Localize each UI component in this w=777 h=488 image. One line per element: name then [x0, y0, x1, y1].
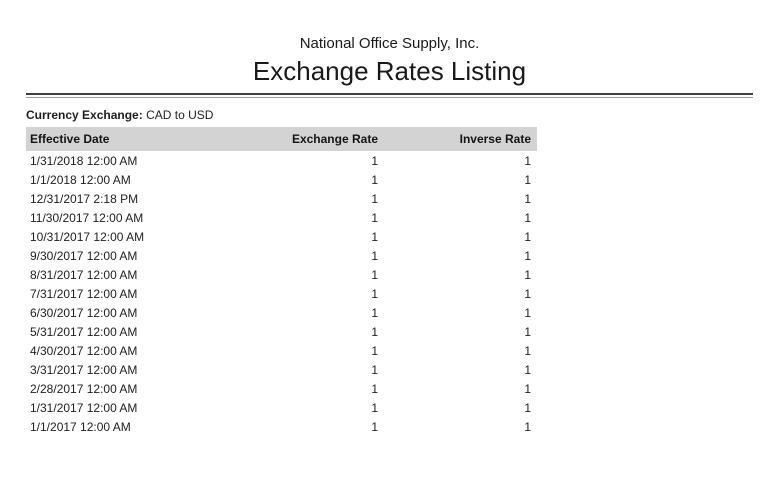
cell-exchange_rate: 1 — [371, 268, 378, 282]
table-body: 1/31/2018 12:00 AM 1 1 1/1/2018 12:00 AM 1 1 1… — [26, 151, 537, 436]
table-row: 1/31/2017 12:00 AM 1 1 — [26, 398, 537, 417]
cell-inverse_rate: 1 — [524, 211, 531, 225]
cell-effective_date: 1/31/2017 12:00 AM — [30, 401, 138, 415]
cell-inverse_rate: 1 — [524, 173, 531, 187]
cell-inverse_rate: 1 — [524, 230, 531, 244]
table-row: 12/31/2017 2:18 PM 1 1 — [26, 189, 537, 208]
cell-effective_date: 4/30/2017 12:00 AM — [30, 344, 138, 358]
cell-effective_date: 11/30/2017 12:00 AM — [30, 211, 144, 225]
cell-exchange_rate: 1 — [371, 192, 378, 206]
cell-inverse_rate: 1 — [524, 325, 531, 339]
table-row: 2/28/2017 12:00 AM 1 1 — [26, 379, 537, 398]
company-name: National Office Supply, Inc. — [299, 35, 480, 52]
cell-inverse_rate: 1 — [524, 192, 531, 206]
cell-inverse_rate: 1 — [524, 268, 531, 282]
column-header-exchange-rate: Exchange Rate — [258, 127, 384, 151]
cell-exchange_rate: 1 — [371, 306, 378, 320]
table-row: 6/30/2017 12:00 AM 1 1 — [26, 303, 537, 322]
cell-effective_date: 7/31/2017 12:00 AM — [30, 287, 138, 301]
cell-exchange_rate: 1 — [371, 249, 378, 263]
cell-inverse_rate: 1 — [524, 306, 531, 320]
table-row: 10/31/2017 12:00 AM 1 1 — [26, 227, 537, 246]
cell-effective_date: 2/28/2017 12:00 AM — [30, 382, 138, 396]
cell-exchange_rate: 1 — [371, 211, 378, 225]
cell-exchange_rate: 1 — [371, 325, 378, 339]
table-row: 1/1/2017 12:00 AM 1 1 — [26, 417, 537, 436]
cell-exchange_rate: 1 — [371, 344, 378, 358]
header-separator-rule — [26, 93, 753, 98]
table-row: 3/31/2017 12:00 AM 1 1 — [26, 360, 537, 379]
cell-effective_date: 1/31/2018 12:00 AM — [30, 154, 138, 168]
cell-effective_date: 10/31/2017 12:00 AM — [30, 230, 145, 244]
column-header-effective-date: Effective Date — [26, 127, 258, 151]
table-row: 7/31/2017 12:00 AM 1 1 — [26, 284, 537, 303]
cell-exchange_rate: 1 — [371, 230, 378, 244]
table-row: 8/31/2017 12:00 AM 1 1 — [26, 265, 537, 284]
table-row: 9/30/2017 12:00 AM 1 1 — [26, 246, 537, 265]
cell-effective_date: 3/31/2017 12:00 AM — [30, 363, 138, 377]
column-header-inverse-rate: Inverse Rate — [384, 127, 537, 151]
cell-effective_date: 8/31/2017 12:00 AM — [30, 268, 138, 282]
cell-inverse_rate: 1 — [524, 363, 531, 377]
cell-exchange_rate: 1 — [371, 420, 378, 434]
cell-inverse_rate: 1 — [524, 420, 531, 434]
table-row: 5/31/2017 12:00 AM 1 1 — [26, 322, 537, 341]
cell-exchange_rate: 1 — [371, 154, 378, 168]
table-row: 4/30/2017 12:00 AM 1 1 — [26, 341, 537, 360]
cell-exchange_rate: 1 — [371, 382, 378, 396]
cell-effective_date: 1/1/2017 12:00 AM — [30, 420, 131, 434]
cell-effective_date: 1/1/2018 12:00 AM — [30, 173, 131, 187]
currency-exchange-line: Currency Exchange: CAD to USD — [26, 108, 753, 123]
cell-inverse_rate: 1 — [524, 154, 531, 168]
table-row: 1/31/2018 12:00 AM 1 1 — [26, 151, 537, 170]
cell-inverse_rate: 1 — [524, 344, 531, 358]
report-title: Exchange Rates Listing — [252, 56, 527, 86]
cell-inverse_rate: 1 — [524, 287, 531, 301]
cell-inverse_rate: 1 — [524, 249, 531, 263]
cell-effective_date: 5/31/2017 12:00 AM — [30, 325, 138, 339]
report-page: National Office Supply, Inc. Exchange Ra… — [0, 35, 777, 436]
currency-exchange-label: Currency Exchange: — [26, 108, 143, 122]
cell-effective_date: 12/31/2017 2:18 PM — [30, 192, 139, 206]
table-row: 11/30/2017 12:00 AM 1 1 — [26, 208, 537, 227]
cell-inverse_rate: 1 — [524, 382, 531, 396]
table-row: 1/1/2018 12:00 AM 1 1 — [26, 170, 537, 189]
cell-exchange_rate: 1 — [371, 363, 378, 377]
cell-exchange_rate: 1 — [371, 287, 378, 301]
cell-inverse_rate: 1 — [524, 401, 531, 415]
cell-effective_date: 9/30/2017 12:00 AM — [30, 249, 138, 263]
cell-exchange_rate: 1 — [371, 173, 378, 187]
currency-exchange-value: CAD to USD — [146, 108, 214, 122]
cell-exchange_rate: 1 — [371, 401, 378, 415]
exchange-rates-table: Effective Date Exchange Rate Inverse Rat… — [26, 127, 537, 436]
table-header-row: Effective Date Exchange Rate Inverse Rat… — [26, 127, 537, 151]
cell-effective_date: 6/30/2017 12:00 AM — [30, 306, 138, 320]
